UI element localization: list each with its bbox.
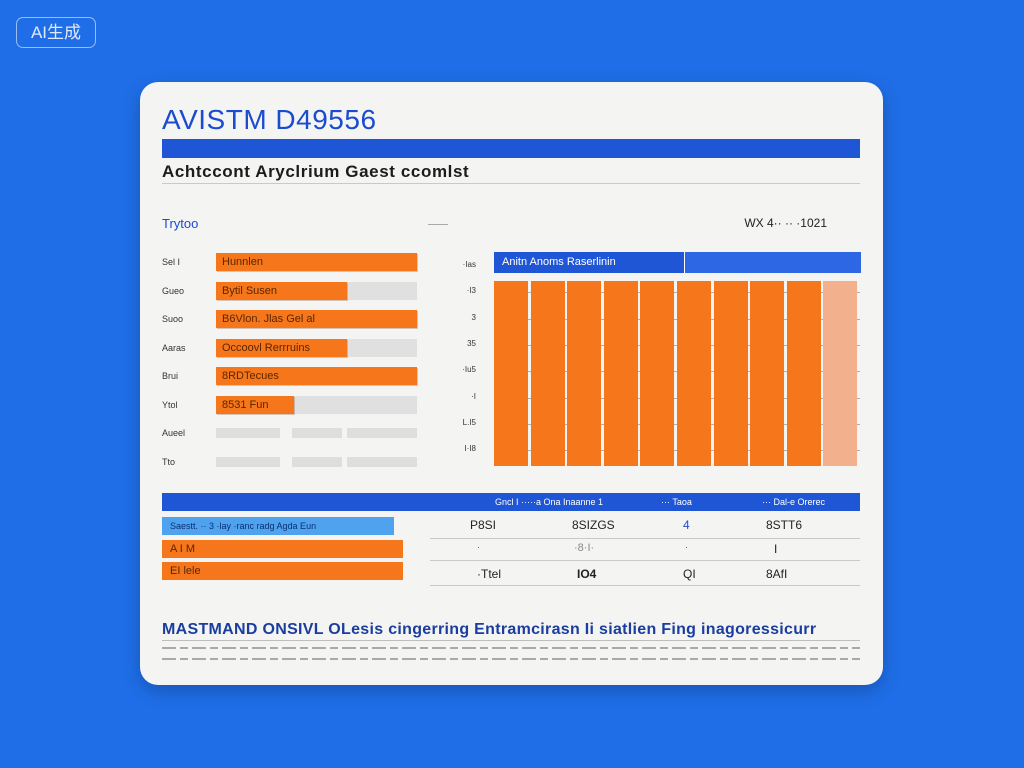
- bar-label: Occoovl Rerrruins: [222, 342, 311, 354]
- table-header-cell: Gncl I ·····a Ona Inaanne 1: [495, 497, 604, 507]
- y-tick-label: 3: [471, 313, 476, 322]
- bar: [216, 339, 347, 357]
- table-row-label: Saestt. ·· 3 ·lay ·ranc radg Agda Eun: [162, 517, 394, 535]
- bar: [823, 281, 857, 466]
- bar-category-label: Suoo: [162, 314, 184, 324]
- table-cell: 8SIZGS: [572, 518, 615, 532]
- card-subtitle: Achtccont Aryclrium Gaest ccomlst: [162, 162, 470, 181]
- empty-bar-placeholder: [292, 428, 342, 438]
- bar: [677, 281, 711, 466]
- ai-generated-watermark: AI生成: [16, 17, 96, 48]
- divider: [162, 183, 860, 184]
- y-tick-label: 35: [467, 339, 476, 348]
- bar-category-label: Gueo: [162, 286, 185, 296]
- bar: [640, 281, 674, 466]
- bar-category-label: Tto: [162, 457, 176, 467]
- empty-bar-placeholder: [216, 457, 280, 467]
- table-cell: QI: [683, 567, 696, 581]
- chart-title: Anitn Anoms Raserlinin: [502, 256, 616, 268]
- table-header-cell: ··· Dal-e Orerec: [762, 497, 826, 507]
- footer-divider: [162, 640, 860, 641]
- y-tick-label: ·Iu5: [462, 365, 476, 374]
- y-tick-label: ·I3: [466, 286, 476, 295]
- table-row-divider: [430, 538, 860, 539]
- bar: [216, 253, 417, 271]
- table-header: [162, 493, 860, 511]
- empty-bar-placeholder: [347, 428, 417, 438]
- header-meta: WX 4·· ·· ·1021: [744, 216, 827, 230]
- bar: [531, 281, 565, 466]
- y-tick-label: L.I5: [462, 418, 476, 427]
- footer-title: MASTMAND ONSIVL OLesis cingerring Entram…: [162, 621, 817, 638]
- bar-category-label: Sel I: [162, 257, 181, 267]
- table-row-label: EI lele: [162, 562, 403, 580]
- table-row-label: A I M: [162, 540, 403, 558]
- y-tick-label: ·I: [471, 392, 476, 401]
- bar-label: 8531 Fun: [222, 399, 269, 411]
- bar-category-label: Brui: [162, 371, 179, 381]
- table-row-divider: [430, 585, 860, 586]
- y-tick-label: ·Ias: [462, 260, 476, 269]
- chart-header: Anitn Anoms Raserlinin: [494, 252, 861, 273]
- bar-category-label: Aueel: [162, 428, 186, 438]
- bar: [604, 281, 638, 466]
- bar-label: 8RDTecues: [222, 370, 279, 382]
- divider-dash: [428, 224, 448, 225]
- footer-text-line: [162, 658, 860, 660]
- bar-label: B6Vlon. Jlas Gel al: [222, 313, 315, 325]
- table-cell: ·: [685, 542, 688, 552]
- bar: [714, 281, 748, 466]
- bar-category-label: Aaras: [162, 343, 186, 353]
- bar: [787, 281, 821, 466]
- bar: [567, 281, 601, 466]
- bar: [216, 367, 417, 385]
- empty-bar-placeholder: [292, 457, 342, 467]
- table-cell: P8SI: [470, 518, 497, 532]
- empty-bar-placeholder: [216, 428, 280, 438]
- bar: [750, 281, 784, 466]
- bar-label: Hunnlen: [222, 256, 263, 268]
- chart-header-segment: [684, 252, 861, 273]
- dashboard-card: AVISTM D49556 Achtccont Aryclrium Gaest …: [140, 82, 883, 685]
- bar: [216, 396, 294, 414]
- bar: [216, 310, 417, 328]
- table-header-cell: ··· Taoa: [661, 497, 692, 507]
- section-label: Trytoo: [162, 216, 199, 231]
- table-cell: ·8·I·: [574, 542, 595, 554]
- footer-text-line: [162, 647, 860, 649]
- title-accent-bar: [162, 139, 860, 158]
- table-cell: ·: [477, 542, 480, 552]
- bar: [216, 282, 347, 300]
- bar-category-label: Ytol: [162, 400, 178, 410]
- table-cell: 8AfI: [766, 567, 788, 581]
- table-cell: 4: [683, 518, 690, 532]
- card-title: AVISTM D49556: [162, 104, 377, 135]
- bar: [494, 281, 528, 466]
- empty-bar-placeholder: [347, 457, 417, 467]
- table-row-divider: [430, 560, 860, 561]
- table-cell: 8STT6: [766, 518, 803, 532]
- table-cell: ·Ttel: [477, 567, 501, 581]
- bar-label: Bytil Susen: [222, 285, 278, 297]
- table-cell: IO4: [577, 567, 597, 581]
- y-tick-label: I·I8: [464, 444, 476, 453]
- table-cell: I: [774, 542, 778, 556]
